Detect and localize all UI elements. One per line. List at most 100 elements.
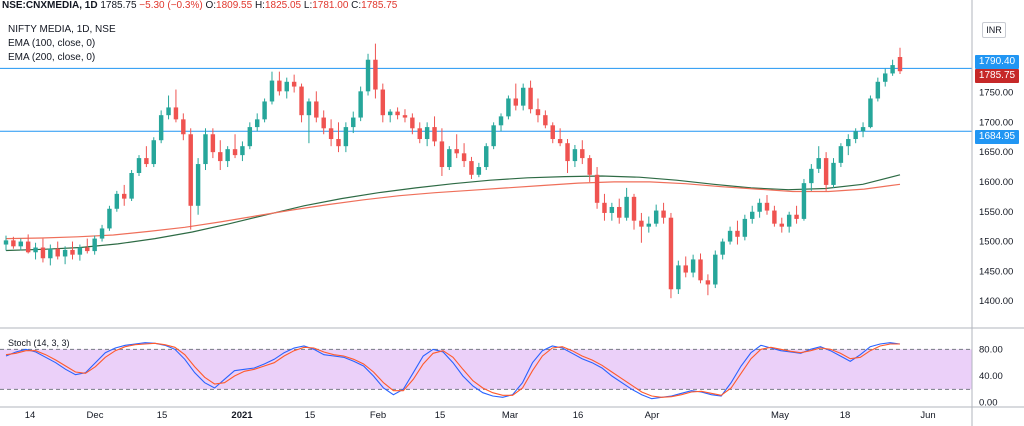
ema200-legend[interactable]: EMA (200, close, 0) [8, 52, 96, 63]
candle-body [351, 117, 356, 128]
candle-body [48, 248, 53, 259]
price-tick-label: 1650.00 [979, 147, 1013, 158]
resistance-tag: 1790.40 [975, 55, 1019, 69]
candle-body [181, 119, 186, 135]
candle-body [321, 117, 326, 129]
candle-body [668, 217, 674, 290]
ema100-line [5, 174, 901, 252]
last-price-tag: 1785.75 [975, 69, 1019, 83]
ema200-line [5, 181, 901, 240]
candle-body [513, 98, 519, 106]
candle-body [151, 140, 156, 165]
candle-body [284, 81, 289, 92]
price-tick-label: 1550.00 [979, 207, 1013, 218]
candle-body [203, 134, 208, 165]
candle-body [173, 107, 179, 120]
candle-body [676, 265, 681, 290]
low-label: L: [303, 0, 313, 11]
candle-body [742, 218, 748, 237]
ema100-legend[interactable]: EMA (100, close, 0) [8, 38, 96, 49]
candle-body [158, 115, 164, 141]
candle-body [646, 223, 652, 227]
stoch-band [0, 349, 972, 390]
price-tick-label: 1450.00 [979, 266, 1013, 277]
time-tick-label: Jun [920, 410, 935, 421]
support-tag: 1684.95 [975, 130, 1019, 144]
stoch-label[interactable]: Stoch (14, 3, 3) [8, 338, 70, 348]
time-tick-label: 18 [840, 410, 851, 421]
candle-body [136, 158, 142, 173]
chart-title: NIFTY MEDIA, 1D, NSE [8, 24, 116, 35]
candles [3, 43, 903, 299]
candle-body [624, 196, 629, 218]
currency-badge[interactable]: INR [982, 22, 1006, 38]
close-value: 1785.75 [361, 0, 398, 11]
candle-body [77, 247, 83, 255]
candle-body [11, 240, 16, 247]
candle-body [277, 80, 282, 92]
candle-body [661, 210, 666, 218]
price-tick-label: 1700.00 [979, 117, 1013, 128]
change: −5.30 (−0.3%) [139, 0, 203, 11]
last-price: 1785.75 [100, 0, 137, 11]
candle-body [609, 206, 615, 213]
candle-body [683, 265, 688, 273]
candle-body [40, 247, 46, 259]
candle-body [550, 125, 555, 140]
candle-body [860, 127, 866, 132]
candle-body [735, 230, 740, 237]
candle-body [387, 111, 393, 116]
stoch-tick-label: 40.00 [979, 371, 1003, 382]
candle-body [195, 164, 201, 206]
candle-body [240, 146, 245, 156]
candle-body [254, 119, 260, 128]
candle-body [306, 101, 312, 116]
candle-body [565, 143, 570, 162]
high-value: 1825.05 [264, 0, 302, 11]
time-tick-label: Dec [87, 410, 104, 421]
time-tick-label: 14 [25, 410, 36, 421]
candle-body [218, 152, 223, 162]
candle-body [801, 183, 807, 219]
stoch-tick-label: 0.00 [979, 398, 998, 409]
candle-body [402, 115, 408, 118]
candle-body [417, 128, 422, 140]
candle-body [698, 259, 703, 281]
candle-body [764, 202, 770, 211]
candle-body [838, 146, 844, 163]
candle-body [454, 149, 459, 154]
time-tick-label: Apr [645, 410, 660, 421]
candle-body [757, 202, 762, 212]
candle-body [823, 158, 829, 185]
candle-body [779, 223, 785, 227]
candle-body [62, 249, 68, 257]
candle-body [631, 196, 637, 221]
symbol-header: NSE:CNXMEDIA, 1D 1785.75 −5.30 (−0.3%) O… [2, 0, 397, 11]
time-tick-label: 15 [435, 410, 446, 421]
candle-body [713, 254, 718, 285]
candle-body [883, 73, 888, 82]
ema-lines [5, 174, 901, 252]
candle-body [705, 280, 711, 285]
candle-body [557, 139, 563, 144]
price-tick-label: 1400.00 [979, 296, 1013, 307]
price-tick-label: 1500.00 [979, 237, 1013, 248]
candle-body [750, 211, 755, 219]
candle-body [447, 149, 452, 168]
candle-body [225, 149, 230, 162]
candle-body [469, 161, 474, 175]
candle-body [809, 168, 814, 184]
candle-body [121, 193, 127, 199]
candle-body [247, 127, 253, 147]
candle-body [129, 173, 134, 199]
time-tick-label: 15 [157, 410, 168, 421]
price-tick-label: 1600.00 [979, 177, 1013, 188]
candle-body [55, 248, 60, 257]
candle-body [602, 202, 607, 213]
time-tick-label: 16 [573, 410, 584, 421]
candle-body [594, 174, 600, 203]
candle-body [535, 109, 541, 116]
candle-body [439, 141, 445, 168]
candle-body [868, 98, 873, 128]
